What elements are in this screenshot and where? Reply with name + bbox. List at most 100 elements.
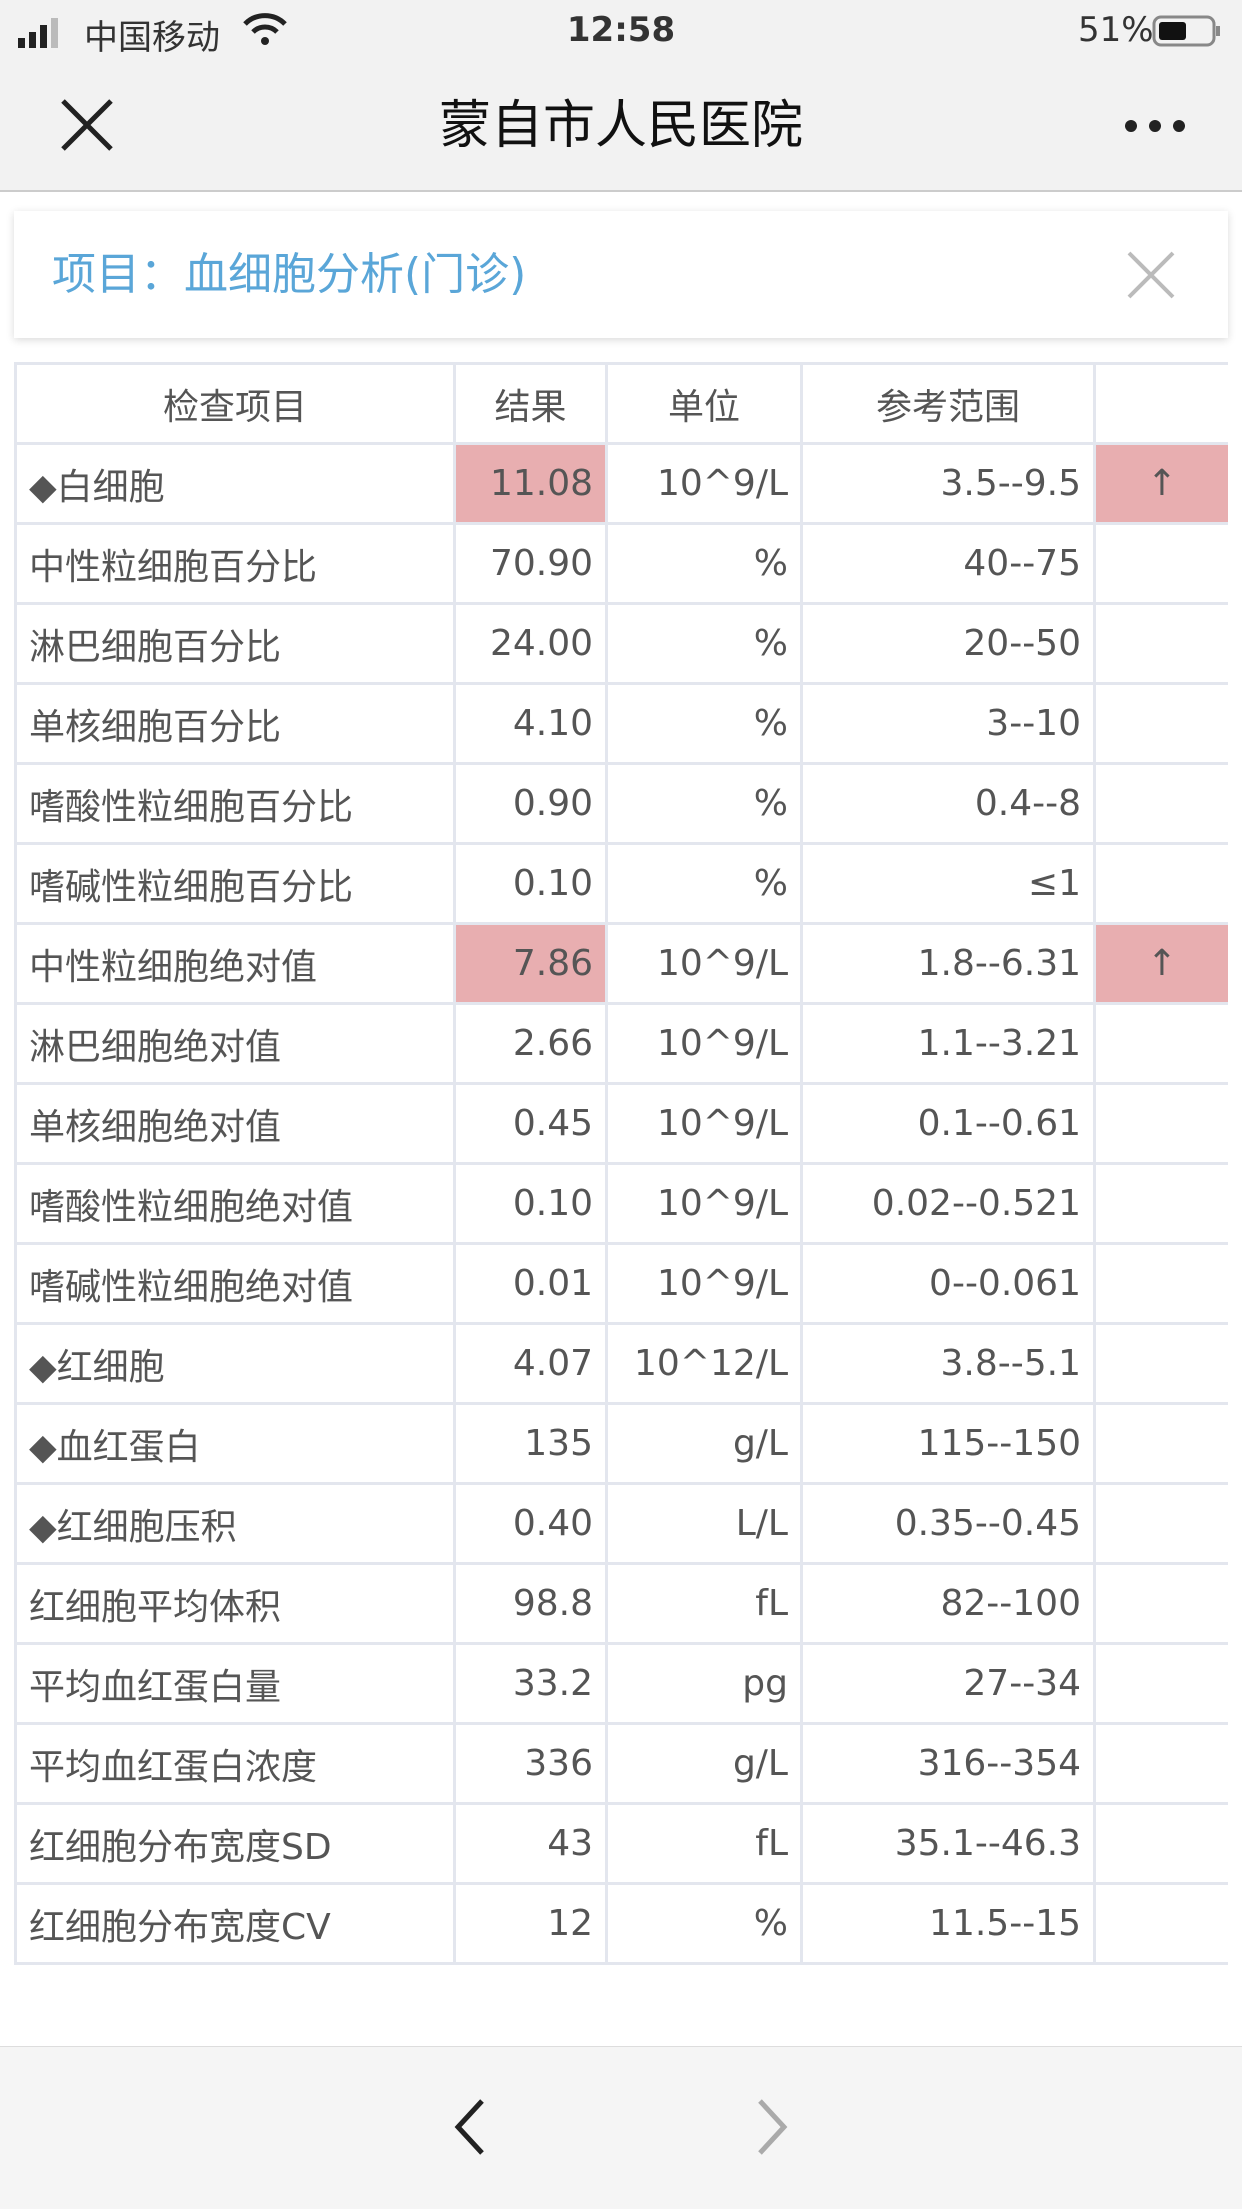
header-row: 检查项目 结果 单位 参考范围: [14, 362, 1228, 445]
table-row: 平均血红蛋白浓度 336 g/L 316--354: [14, 1722, 1228, 1805]
signal-icon: [18, 18, 58, 48]
header-cell: 参考范围: [800, 362, 1096, 445]
reference-range: 1.1--3.21: [800, 1002, 1096, 1085]
item-name: 嗜酸性粒细胞绝对值: [14, 1162, 456, 1245]
header-cell: 结果: [453, 362, 608, 445]
card-close[interactable]: [1126, 250, 1176, 300]
table-row: 红细胞分布宽度SD 43 fL 35.1--46.3: [14, 1802, 1228, 1885]
item-name: 中性粒细胞百分比: [14, 522, 456, 605]
reference-range: 1.8--6.31: [800, 922, 1096, 1005]
table-row: 红细胞分布宽度CV 12% 11.5--15: [14, 1882, 1228, 1965]
reference-range: 0.4--8: [800, 762, 1096, 845]
back-button[interactable]: [450, 2097, 490, 2157]
reference-range: 0.02--0.521: [800, 1162, 1096, 1245]
flag-cell: [1093, 682, 1228, 765]
nav-title: 蒙自市人民医院: [438, 96, 803, 156]
unit: %: [605, 522, 803, 605]
result: 70.90: [453, 522, 608, 605]
unit: g/L: [605, 1402, 803, 1485]
item-name: 嗜酸性粒细胞百分比: [14, 762, 456, 845]
item-name: ◆血红蛋白: [14, 1402, 456, 1485]
table-row: 红细胞平均体积 98.8 fL 82--100: [14, 1562, 1228, 1645]
result: 0.01: [453, 1242, 608, 1325]
result: 4.10: [453, 682, 608, 765]
flag-cell: [1093, 522, 1228, 605]
flag-cell: [1093, 762, 1228, 845]
flag-cell: [1093, 1162, 1228, 1245]
result: 2.66: [453, 1002, 608, 1085]
flag-cell: [1093, 1642, 1228, 1725]
table-row: ◆红细胞 4.07 10^12/L 3.8--5.1: [14, 1322, 1228, 1405]
item-name: 中性粒细胞绝对值: [14, 922, 456, 1005]
unit: %: [605, 1882, 803, 1965]
table-row: 淋巴细胞绝对值 2.66 10^9/L 1.1--3.21: [14, 1002, 1228, 1085]
unit: fL: [605, 1562, 803, 1645]
table-row: ◆红细胞压积 0.40 L/L 0.35--0.45: [14, 1482, 1228, 1565]
reference-range: 27--34: [800, 1642, 1096, 1725]
forward-button[interactable]: [752, 2097, 792, 2157]
reference-range: 82--100: [800, 1562, 1096, 1645]
unit: 10^9/L: [605, 1002, 803, 1085]
unit: 10^9/L: [605, 922, 803, 1005]
flag-cell: [1093, 602, 1228, 685]
table-row: 中性粒细胞百分比 70.90% 40--75: [14, 522, 1228, 605]
item-label: 项目：: [52, 249, 184, 300]
result: 24.00: [453, 602, 608, 685]
item-card: 项目：血细胞分析(门诊): [14, 211, 1228, 338]
item-name: 单核细胞百分比: [14, 682, 456, 765]
item-name: 嗜碱性粒细胞百分比: [14, 842, 456, 925]
table-row: 平均血红蛋白量 33.2 pg 27--34: [14, 1642, 1228, 1725]
result: 0.90: [453, 762, 608, 845]
reference-range: 0.35--0.45: [800, 1482, 1096, 1565]
flag-cell: [1093, 1082, 1228, 1165]
more-button[interactable]: [1123, 116, 1187, 136]
reference-range: 0--0.061: [800, 1242, 1096, 1325]
item-name: 单核细胞绝对值: [14, 1082, 456, 1165]
flag-cell: [1093, 842, 1228, 925]
unit: %: [605, 602, 803, 685]
item-name: 平均血红蛋白量: [14, 1642, 456, 1725]
unit: pg: [605, 1642, 803, 1725]
table-row: 嗜酸性粒细胞绝对值 0.10 10^9/L 0.02--0.521: [14, 1162, 1228, 1245]
item-value: 血细胞分析(门诊): [184, 249, 527, 300]
status-bar: 中国移动 12:58 51%: [0, 0, 1242, 63]
result-table: 检查项目 结果 单位 参考范围 ◆白细胞 11.08 10^9/L 3.5--9.5 ↑ 中性粒…: [14, 362, 1228, 1965]
header-cell: 单位: [605, 362, 803, 445]
close-button[interactable]: [57, 95, 117, 155]
unit: g/L: [605, 1722, 803, 1805]
table-row: 嗜酸性粒细胞百分比 0.90% 0.4--8: [14, 762, 1228, 845]
reference-range: 316--354: [800, 1722, 1096, 1805]
table-row: ◆白细胞 11.08 10^9/L 3.5--9.5 ↑: [14, 442, 1228, 525]
result: 98.8: [453, 1562, 608, 1645]
table-row: 单核细胞百分比 4.10% 3--10: [14, 682, 1228, 765]
reference-range: ≤1: [800, 842, 1096, 925]
flag-cell: [1093, 1562, 1228, 1645]
unit: 10^9/L: [605, 1082, 803, 1165]
unit: 10^9/L: [605, 1162, 803, 1245]
nav-bar: 蒙自市人民医院: [0, 63, 1242, 192]
table-row: 嗜碱性粒细胞百分比 0.10% ≤1: [14, 842, 1228, 925]
result: 0.10: [453, 842, 608, 925]
unit: fL: [605, 1802, 803, 1885]
unit: L/L: [605, 1482, 803, 1565]
reference-range: 3--10: [800, 682, 1096, 765]
item-name: ◆红细胞压积: [14, 1482, 456, 1565]
flag: ↑: [1093, 922, 1228, 1005]
result: 11.08: [453, 442, 608, 525]
flag: ↑: [1093, 442, 1228, 525]
battery-icon: [1152, 15, 1220, 47]
flag-cell: [1093, 1722, 1228, 1805]
battery-level: 51%: [1078, 10, 1154, 50]
table-row: 单核细胞绝对值 0.45 10^9/L 0.1--0.61: [14, 1082, 1228, 1165]
flag-cell: [1093, 1882, 1228, 1965]
reference-range: 115--150: [800, 1402, 1096, 1485]
time: 12:58: [566, 10, 676, 50]
table-row: 中性粒细胞绝对值 7.86 10^9/L 1.8--6.31 ↑: [14, 922, 1228, 1005]
unit: 10^9/L: [605, 442, 803, 525]
flag-cell: [1093, 1482, 1228, 1565]
header-cell: 检查项目: [14, 362, 456, 445]
reference-range: 0.1--0.61: [800, 1082, 1096, 1165]
flag-cell: [1093, 1002, 1228, 1085]
result: 336: [453, 1722, 608, 1805]
unit: %: [605, 842, 803, 925]
